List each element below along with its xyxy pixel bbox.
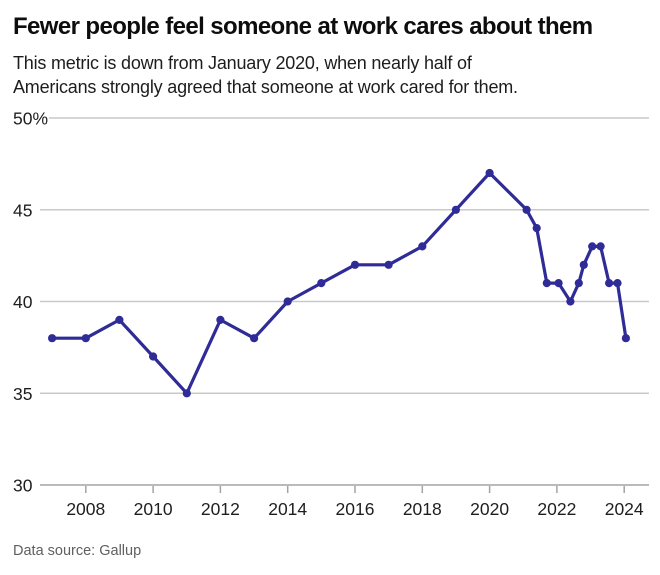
- x-axis-tick-label: 2012: [201, 499, 240, 519]
- data-point: [554, 279, 563, 288]
- data-point: [317, 279, 326, 288]
- data-point: [418, 242, 427, 251]
- y-axis-tick-label: 30: [13, 476, 33, 496]
- x-axis-tick-label: 2008: [66, 499, 105, 519]
- data-point: [115, 315, 124, 324]
- data-point: [451, 205, 460, 214]
- chart-title: Fewer people feel someone at work cares …: [13, 13, 593, 40]
- x-axis-tick-label: 2010: [134, 499, 173, 519]
- data-point: [588, 242, 597, 251]
- data-point: [532, 224, 541, 233]
- y-axis-tick-label: 35: [13, 384, 32, 404]
- data-point: [81, 334, 90, 343]
- data-point: [350, 260, 360, 269]
- data-point: [250, 334, 259, 343]
- x-axis-tick-label: 2018: [403, 499, 442, 519]
- data-source: Data source: Gallup: [13, 543, 142, 559]
- data-point: [48, 334, 57, 343]
- y-axis-tick-label: 45: [13, 200, 32, 220]
- y-axis-tick-label: 50%: [13, 109, 48, 129]
- x-axis-tick-label: 2020: [470, 499, 509, 519]
- data-point: [621, 334, 631, 343]
- data-point: [542, 279, 551, 288]
- data-point: [579, 260, 588, 269]
- data-point: [182, 389, 191, 398]
- data-point: [485, 168, 494, 178]
- data-point: [605, 279, 614, 288]
- x-axis-tick-label: 2024: [605, 499, 644, 519]
- x-axis-tick-label: 2022: [537, 499, 576, 519]
- x-axis-tick-label: 2016: [336, 499, 375, 519]
- data-point: [384, 260, 393, 269]
- y-axis-tick-label: 40: [13, 292, 33, 312]
- chart-subtitle: This metric is down from January 2020, w…: [13, 53, 518, 97]
- data-point: [566, 297, 575, 306]
- x-axis-tick-label: 2014: [268, 499, 307, 519]
- data-point: [283, 297, 292, 306]
- data-point: [216, 315, 225, 324]
- trend-line: [50, 171, 628, 395]
- data-point: [574, 279, 583, 288]
- data-point: [596, 242, 605, 251]
- data-point: [149, 352, 158, 361]
- data-point: [613, 279, 622, 288]
- data-point: [522, 205, 531, 214]
